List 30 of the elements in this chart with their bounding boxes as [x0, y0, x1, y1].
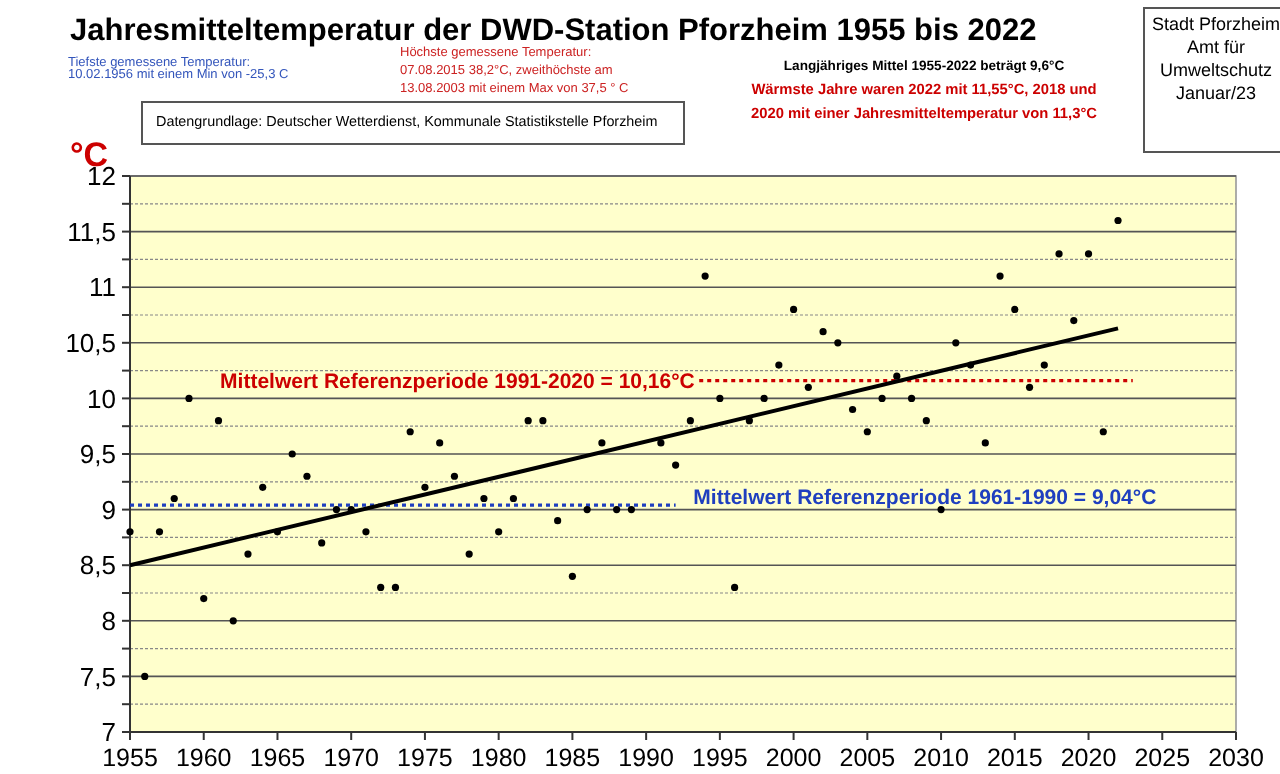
y-tick-label: 11: [89, 272, 116, 303]
x-tick-label: 1975: [397, 744, 453, 772]
x-tick-label: 2010: [913, 744, 969, 772]
text: Stadt Pforzheim Amt für Umweltschutz Januar/23: [1151, 14, 1280, 103]
y-tick-label: 10,5: [65, 327, 116, 358]
ref-line-label: Mittelwert Referenzperiode 1961-1990 = 9,04°C: [693, 486, 1158, 511]
x-tick-label: 1985: [544, 744, 601, 772]
x-tick-label: 2025: [1134, 744, 1191, 772]
y-tick-label: 10: [87, 383, 116, 414]
x-tick-label: 2005: [839, 744, 896, 772]
y-tick-label: 11,5: [67, 216, 116, 247]
x-tick-label: 2030: [1208, 744, 1264, 772]
x-tick-label: 1990: [618, 744, 675, 772]
x-tick-label: 2020: [1060, 744, 1117, 772]
x-tick-label: 1955: [102, 744, 158, 772]
y-tick-label: 9,5: [79, 439, 116, 470]
y-tick-label: 7,5: [79, 661, 116, 692]
x-tick-label: 1970: [323, 744, 380, 772]
chart-title: Jahresmitteltemperatur der DWD-Station Pforzheim 1955 bis 2022: [70, 14, 1037, 48]
y-tick-label: 8: [101, 605, 116, 636]
x-tick-label: 2015: [986, 744, 1043, 772]
y-tick-label: 7: [101, 717, 116, 748]
y-tick-label: 8,5: [79, 550, 116, 581]
x-tick-label: 1960: [175, 744, 232, 772]
x-tick-label: 1980: [470, 744, 527, 772]
x-tick-label: 2000: [765, 744, 822, 772]
x-tick-label: 1965: [249, 744, 306, 772]
ref-line-label: Mittelwert Referenzperiode 1991-2020 = 10,16°C: [220, 369, 696, 394]
x-tick-label: 1995: [692, 744, 748, 772]
y-tick-label: 9: [101, 494, 116, 525]
